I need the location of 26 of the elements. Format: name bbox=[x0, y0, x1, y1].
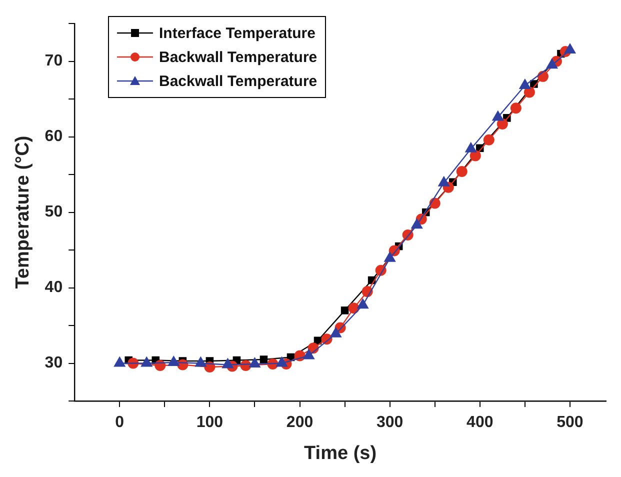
x-tick-label: 300 bbox=[376, 414, 404, 432]
point bbox=[564, 43, 576, 54]
point bbox=[524, 86, 535, 98]
x-tick-label: 500 bbox=[556, 414, 584, 432]
point bbox=[492, 110, 504, 121]
point bbox=[483, 134, 494, 146]
point bbox=[496, 118, 508, 130]
point bbox=[510, 102, 522, 114]
y-tick-label: 70 bbox=[44, 52, 63, 70]
y-tick-label: 30 bbox=[44, 354, 63, 372]
y-tick-label: 50 bbox=[44, 204, 63, 221]
point bbox=[456, 166, 468, 178]
legend-label: Backwall Temperature bbox=[159, 48, 318, 66]
x-axis-title: Time (s) bbox=[304, 442, 377, 464]
point bbox=[546, 58, 558, 69]
x-tick-label: 200 bbox=[286, 414, 314, 432]
x-tick-label: 400 bbox=[466, 414, 494, 432]
point bbox=[340, 306, 349, 314]
x-tick-label: 100 bbox=[196, 414, 224, 432]
legend-label: Backwall Temperature bbox=[159, 72, 318, 90]
legend-label: Interface Temperature bbox=[159, 24, 316, 42]
y-tick-label: 40 bbox=[44, 279, 63, 296]
y-tick-label: 60 bbox=[44, 128, 63, 146]
y-axis-title: Temperature (°C) bbox=[12, 136, 34, 289]
point bbox=[260, 356, 268, 364]
x-tick-label: 0 bbox=[115, 414, 124, 432]
